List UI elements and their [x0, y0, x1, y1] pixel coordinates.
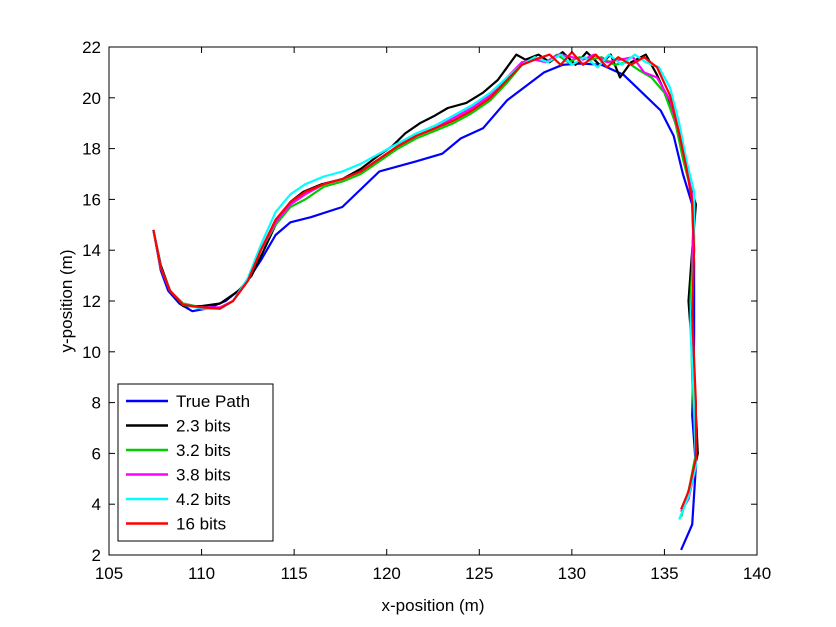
x-tick-label: 120 — [373, 564, 401, 583]
y-tick-label: 8 — [92, 394, 101, 413]
legend-label-6: 16 bits — [176, 515, 226, 534]
x-tick-label: 135 — [650, 564, 678, 583]
y-tick-label: 16 — [82, 190, 101, 209]
series-line-6 — [152, 51, 697, 510]
legend-label-3: 3.2 bits — [176, 441, 231, 460]
y-tick-label: 10 — [82, 343, 101, 362]
series-layer — [152, 51, 699, 551]
legend-label-2: 2.3 bits — [176, 417, 231, 436]
legend-label-5: 4.2 bits — [176, 490, 231, 509]
y-tick-label: 22 — [82, 38, 101, 57]
legend-label-1: True Path — [176, 392, 250, 411]
legend: True Path 2.3 bits 3.2 bits 3.8 bits 4.2 bit… — [117, 383, 274, 542]
y-tick-label: 12 — [82, 292, 101, 311]
x-tick-label: 125 — [465, 564, 493, 583]
ticks-layer: 105 110 115 120 125 130 135 140 2 4 6 8 10 12 14 16 18 20… — [82, 38, 771, 583]
x-tick-label: 140 — [743, 564, 771, 583]
y-axis-label: y-position (m) — [57, 250, 76, 353]
y-tick-label: 14 — [82, 241, 101, 260]
x-tick-label: 130 — [558, 564, 586, 583]
legend-label-4: 3.8 bits — [176, 466, 231, 485]
x-tick-label: 105 — [95, 564, 123, 583]
x-tick-label: 115 — [281, 564, 308, 583]
series-line-5 — [152, 53, 697, 520]
y-tick-label: 4 — [92, 495, 101, 514]
x-axis-label: x-position (m) — [382, 596, 485, 615]
x-tick-label: 110 — [188, 564, 215, 583]
legend-box — [117, 383, 274, 542]
y-tick-label: 18 — [82, 140, 101, 159]
y-tick-label: 6 — [92, 444, 101, 463]
y-tick-label: 2 — [92, 546, 101, 565]
y-tick-label: 20 — [82, 89, 101, 108]
